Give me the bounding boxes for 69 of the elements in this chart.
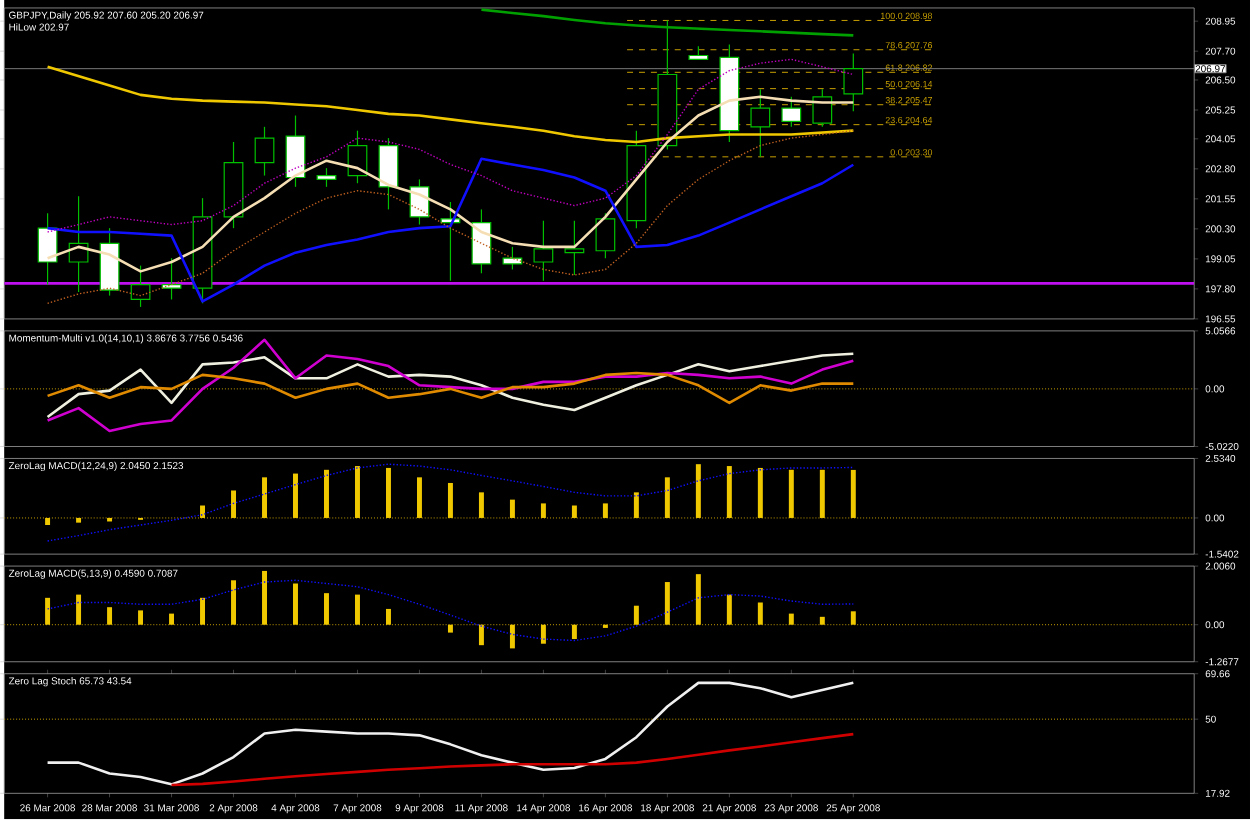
line-series: [46, 338, 855, 433]
bar: [138, 610, 144, 625]
bar: [850, 469, 856, 518]
bar: [664, 582, 670, 625]
bar: [509, 624, 515, 649]
bar: [231, 580, 236, 625]
bar: [231, 490, 236, 518]
bar: [633, 492, 639, 518]
bar: [324, 593, 329, 625]
bar: [45, 597, 51, 625]
bar: [757, 602, 763, 625]
candlestick: [564, 220, 585, 276]
bar: [107, 607, 113, 625]
bar: [788, 469, 794, 518]
bar: [200, 505, 205, 518]
bar: [293, 473, 298, 518]
candlestick: [471, 208, 492, 274]
bar: [416, 477, 422, 518]
bar: [324, 469, 329, 518]
bar: [45, 517, 51, 526]
bar: [385, 608, 391, 625]
bar: [540, 624, 546, 644]
line-series: [46, 129, 855, 305]
bar: [633, 605, 639, 625]
bar: [76, 517, 82, 523]
bar: [540, 503, 546, 518]
bar: [695, 574, 701, 625]
bar: [169, 613, 175, 625]
candlestick: [812, 88, 833, 128]
bar: [788, 613, 794, 625]
bar: [200, 597, 205, 625]
candlestick: [37, 212, 58, 286]
line-series: [46, 681, 855, 786]
candlestick: [316, 167, 337, 188]
bar: [726, 466, 732, 518]
candlestick: [161, 257, 182, 301]
line-series: [46, 371, 855, 405]
bar: [509, 499, 515, 518]
bar: [571, 624, 577, 640]
bar: [385, 467, 391, 518]
bar: [478, 492, 484, 518]
bar: [726, 594, 732, 625]
candlestick: [595, 212, 616, 259]
bar: [819, 616, 825, 625]
candlestick: [254, 126, 275, 177]
candlestick: [533, 220, 554, 282]
candlestick: [502, 246, 523, 271]
bar: [602, 503, 608, 518]
candlestick: [781, 96, 802, 128]
bar: [355, 466, 360, 518]
bar: [664, 477, 670, 518]
bar: [695, 464, 701, 518]
candlestick: [130, 265, 151, 308]
bar: [76, 594, 82, 625]
bar: [757, 467, 763, 518]
bar: [571, 505, 577, 518]
bar: [293, 583, 298, 625]
bar: [447, 624, 453, 633]
candlestick: [843, 53, 864, 112]
bar: [355, 594, 360, 625]
candlestick: [750, 88, 771, 158]
bar: [262, 477, 267, 518]
bar: [819, 469, 825, 518]
line-series: [46, 463, 855, 542]
candlestick: [99, 227, 120, 297]
bar: [850, 611, 856, 625]
bar: [447, 483, 453, 518]
bar: [262, 570, 267, 625]
bar: [478, 624, 484, 646]
